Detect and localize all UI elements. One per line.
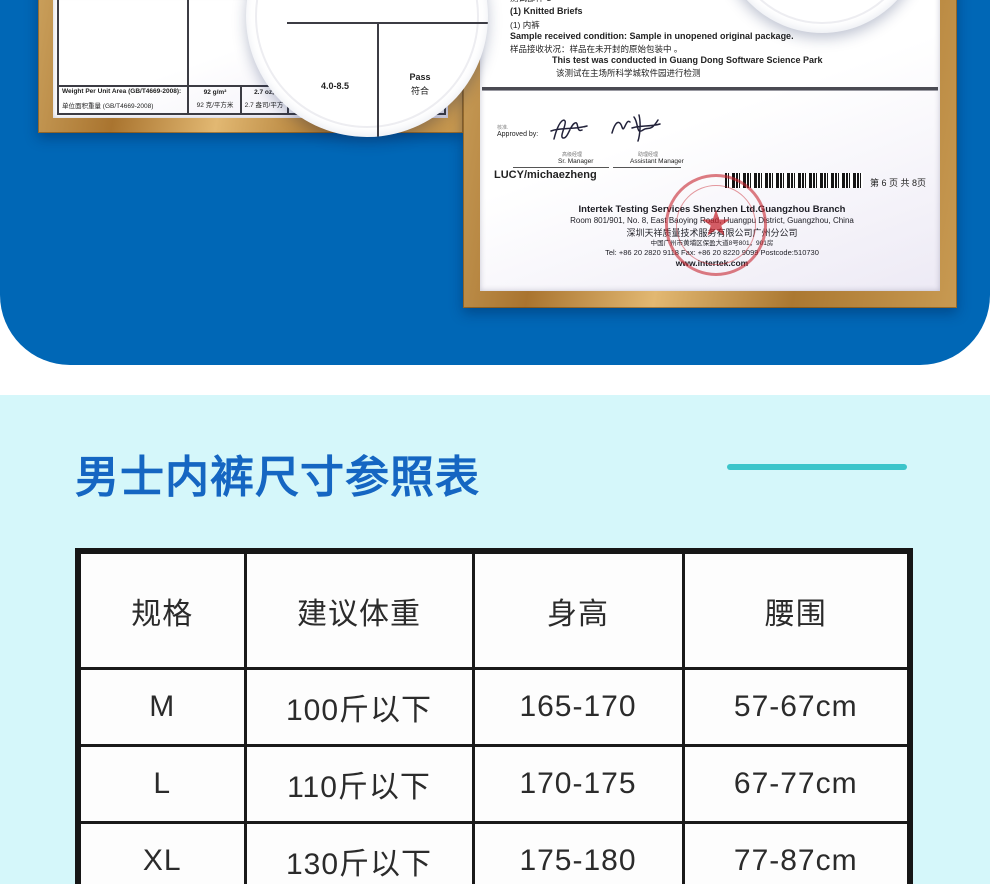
table-row: XL 130斤以下 175-180 77-87cm	[76, 821, 912, 884]
signature-assistant-manager-icon	[611, 114, 661, 142]
approved-label-cn: 核准.	[497, 125, 509, 131]
table-row: M 100斤以下 165-170 57-67cm	[76, 667, 912, 747]
report-divider	[482, 87, 938, 91]
page-number: 第 6 页 共 8页	[870, 178, 927, 188]
cell-height: 165-170	[471, 667, 685, 747]
cert-right-conducted-en: This test was conducted in Guang Dong So…	[552, 55, 823, 65]
stamp-ring	[676, 185, 756, 265]
cell-weight: 100斤以下	[243, 667, 475, 747]
header-waist: 腰围	[681, 549, 912, 670]
stamp-star-icon: ★	[699, 202, 733, 244]
size-chart-table: 规格 建议体重 身高 腰围 M 100斤以下 165-170 57-67cm L…	[75, 548, 913, 884]
table-row: L 110斤以下 170-175 67-77cm	[76, 744, 912, 824]
cell-waist: 57-67cm	[681, 667, 912, 747]
header-weight: 建议体重	[243, 549, 475, 670]
table-line	[240, 85, 242, 115]
cert-left-weight-metric-en: 92 g/m²	[203, 89, 227, 96]
sr-manager-cn: 高级经理	[562, 152, 583, 158]
cell-waist: 77-87cm	[681, 821, 912, 884]
header-height: 身高	[471, 549, 685, 670]
cell-size: XL	[76, 821, 247, 884]
certificate-right-frame: 测试部件 1 (1) Knitted Briefs (1) 内裤 Sample …	[463, 0, 957, 308]
cert-left-weight-label-cn: 单位面积重量 (GB/T4669-2008)	[62, 103, 154, 110]
magnified-result-cn: 符合	[410, 86, 429, 96]
sr-manager-en: Sr. Manager	[558, 158, 594, 165]
title-accent-line	[727, 464, 907, 470]
cell-size: M	[76, 667, 247, 747]
cert-right-test-part: 测试部件 1	[510, 0, 551, 4]
cert-right-condition-en: Sample received condition: Sample in uno…	[510, 31, 794, 41]
cert-left-weight-label-en: Weight Per Unit Area (GB/T4669-2008):	[62, 88, 182, 95]
table-line	[187, 0, 189, 115]
asst-manager-cn: 助理经理	[638, 152, 659, 158]
magnified-table-line	[287, 22, 488, 24]
header-spec: 规格	[76, 549, 247, 670]
cert-left-weight-imperial-en: 2.7 oz,	[254, 89, 274, 96]
red-stamp-icon: ★	[665, 174, 767, 276]
cert-right-item-en: (1) Knitted Briefs	[510, 6, 583, 16]
cert-right-conducted-cn: 该测试在主场所科学城软件园进行检测	[556, 68, 701, 78]
cell-weight: 130斤以下	[243, 821, 475, 884]
cert-right-condition-cn: 样品接收状况：样品在未开封的原始包装中 。	[510, 44, 683, 54]
magnified-requirement: 4.0-8.5	[320, 81, 350, 91]
approved-label-en: Approved by:	[497, 131, 539, 138]
cell-height: 175-180	[471, 821, 685, 884]
table-line	[57, 113, 446, 115]
size-section-title: 男士内裤尺寸参照表	[75, 453, 480, 502]
cert-left-weight-metric-cn: 92 克/平方米	[196, 102, 234, 109]
table-header-row: 规格 建议体重 身高 腰围	[76, 549, 912, 670]
cert-right-item-cn: (1) 内裤	[510, 20, 540, 30]
certificate-right-paper: 测试部件 1 (1) Knitted Briefs (1) 内裤 Sample …	[480, 0, 940, 291]
signature-line	[513, 167, 609, 168]
reviewer-name: LUCY/michaezheng	[494, 169, 597, 181]
barcode	[725, 173, 863, 188]
table-line	[57, 85, 446, 87]
signature-line	[613, 167, 681, 168]
table-line	[57, 0, 59, 115]
cell-weight: 110斤以下	[243, 744, 475, 824]
cell-waist: 67-77cm	[681, 744, 912, 824]
cell-size: L	[76, 744, 247, 824]
asst-manager-en: Assistant Manager	[630, 158, 684, 165]
cell-height: 170-175	[471, 744, 685, 824]
cert-left-weight-imperial-cn: 2.7 盎司/平方	[244, 102, 284, 109]
magnified-result-en: Pass	[409, 72, 431, 82]
signature-sr-manager-icon	[550, 119, 588, 140]
magnified-table-line	[377, 22, 379, 137]
